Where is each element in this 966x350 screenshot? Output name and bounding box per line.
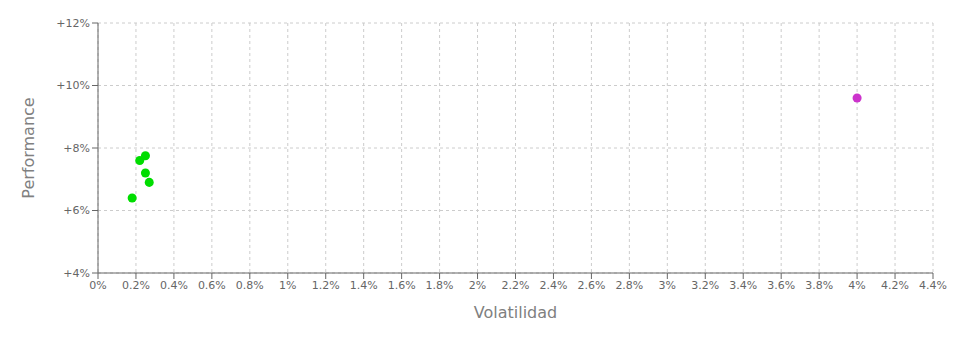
svg-text:+10%: +10% bbox=[56, 79, 90, 92]
svg-text:2.4%: 2.4% bbox=[539, 279, 567, 292]
svg-text:0%: 0% bbox=[89, 279, 106, 292]
svg-text:3%: 3% bbox=[659, 279, 676, 292]
svg-text:2.8%: 2.8% bbox=[615, 279, 643, 292]
svg-text:1%: 1% bbox=[279, 279, 296, 292]
svg-text:+8%: +8% bbox=[63, 142, 90, 155]
svg-text:4.4%: 4.4% bbox=[919, 279, 947, 292]
svg-text:0.6%: 0.6% bbox=[198, 279, 226, 292]
svg-text:0.8%: 0.8% bbox=[236, 279, 264, 292]
svg-text:0.4%: 0.4% bbox=[160, 279, 188, 292]
svg-text:2.2%: 2.2% bbox=[502, 279, 530, 292]
svg-text:2.6%: 2.6% bbox=[577, 279, 605, 292]
svg-text:3.8%: 3.8% bbox=[805, 279, 833, 292]
svg-text:3.6%: 3.6% bbox=[767, 279, 795, 292]
svg-text:1.4%: 1.4% bbox=[350, 279, 378, 292]
svg-text:Volatilidad: Volatilidad bbox=[474, 303, 557, 322]
svg-text:1.6%: 1.6% bbox=[388, 279, 416, 292]
svg-text:3.2%: 3.2% bbox=[691, 279, 719, 292]
svg-text:1.8%: 1.8% bbox=[426, 279, 454, 292]
svg-text:0.2%: 0.2% bbox=[122, 279, 150, 292]
svg-text:+4%: +4% bbox=[63, 267, 90, 280]
svg-text:4.2%: 4.2% bbox=[881, 279, 909, 292]
svg-text:3.4%: 3.4% bbox=[729, 279, 757, 292]
svg-text:1.2%: 1.2% bbox=[312, 279, 340, 292]
svg-text:2%: 2% bbox=[469, 279, 486, 292]
svg-text:4%: 4% bbox=[848, 279, 865, 292]
svg-text:+12%: +12% bbox=[56, 17, 90, 30]
svg-text:+6%: +6% bbox=[63, 204, 90, 217]
svg-text:Performance: Performance bbox=[19, 97, 38, 198]
